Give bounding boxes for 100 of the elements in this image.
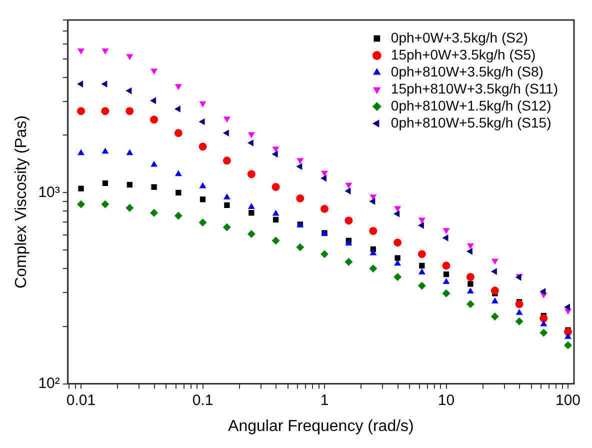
point (248, 210, 254, 216)
point (248, 203, 255, 210)
legend-label: 0ph+810W+3.5kg/h (S8) (390, 63, 544, 80)
point (490, 286, 499, 295)
point (247, 230, 256, 238)
point (466, 300, 474, 308)
point (320, 250, 329, 258)
point (223, 193, 230, 200)
point (200, 196, 206, 202)
point (442, 262, 450, 270)
point (418, 282, 426, 290)
point (394, 260, 402, 266)
point (515, 300, 524, 308)
point (272, 210, 280, 216)
point (418, 222, 424, 229)
point (370, 249, 377, 256)
point (198, 218, 207, 226)
point (101, 80, 108, 88)
point (491, 258, 498, 265)
point (77, 80, 84, 88)
point (150, 68, 158, 75)
point (564, 341, 572, 350)
point (102, 180, 108, 186)
point (344, 188, 351, 194)
x-axis-title: Angular Frequency (rad/s) (228, 418, 414, 435)
y-tick-label: 10³ (38, 184, 60, 201)
point (126, 149, 134, 156)
point (248, 132, 255, 138)
point (369, 264, 378, 272)
point (77, 200, 86, 208)
point (102, 148, 109, 154)
point (126, 204, 134, 212)
point (442, 234, 448, 242)
point (272, 183, 280, 192)
point (540, 328, 548, 337)
point (516, 308, 523, 315)
point (224, 202, 230, 208)
legend-label: 15ph+810W+3.5kg/h (S11) (390, 80, 558, 96)
point (174, 170, 182, 176)
point (101, 200, 110, 208)
point (540, 320, 548, 326)
point (564, 304, 570, 311)
point (394, 210, 400, 218)
point (247, 139, 254, 146)
point (491, 297, 498, 304)
legend-label: 0ph+0W+3.5kg/h (S2) (390, 29, 528, 46)
point (490, 268, 497, 275)
point (78, 186, 84, 192)
point (174, 84, 182, 90)
point (296, 243, 304, 252)
point (222, 130, 229, 137)
point (150, 208, 158, 217)
point (540, 314, 548, 322)
point (466, 287, 474, 294)
point (320, 204, 329, 213)
point (101, 107, 110, 116)
point (442, 289, 450, 298)
point (199, 182, 206, 188)
point (174, 129, 182, 138)
x-tick-label: 10 (438, 392, 455, 409)
point (126, 54, 134, 60)
point (468, 281, 474, 287)
point (272, 216, 279, 223)
point (443, 271, 450, 278)
point (394, 206, 402, 212)
point (247, 170, 256, 178)
point (78, 149, 84, 156)
point (369, 198, 376, 205)
point (369, 226, 378, 235)
point (176, 190, 182, 196)
legend-label: 0ph+810W+1.5kg/h (S12) (390, 97, 552, 114)
x-tick-label: 100 (555, 392, 581, 409)
point (272, 236, 280, 245)
point (272, 150, 278, 158)
legend-label: 0ph+810W+5.5kg/h (S15) (390, 114, 552, 130)
point (77, 107, 86, 116)
point (296, 163, 302, 170)
point (174, 105, 180, 112)
point (272, 146, 280, 153)
point (344, 258, 353, 266)
point (126, 182, 133, 188)
point (198, 142, 207, 151)
point (540, 288, 546, 295)
point (174, 212, 182, 220)
y-axis-title: Complex Viscosity (Pas) (13, 115, 30, 288)
point (150, 116, 158, 124)
point (102, 48, 109, 55)
x-tick-label: 0.01 (66, 392, 96, 409)
point (150, 160, 158, 167)
point (151, 184, 157, 190)
point (126, 107, 134, 116)
point (394, 255, 400, 261)
point (515, 317, 524, 326)
point (564, 332, 572, 339)
point (223, 116, 230, 123)
point (345, 182, 352, 189)
point (296, 158, 304, 164)
point (126, 87, 132, 94)
point (466, 248, 472, 255)
point (370, 194, 377, 200)
